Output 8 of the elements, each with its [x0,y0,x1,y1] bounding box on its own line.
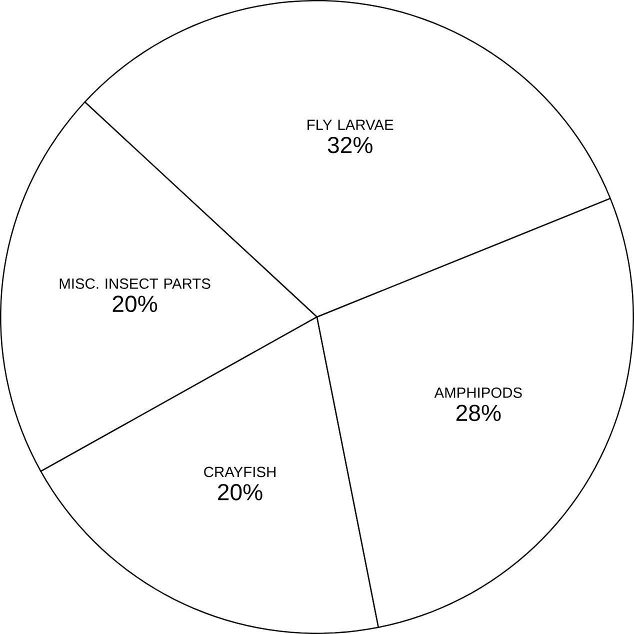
slice-label: MISC. INSECT PARTS [60,278,210,289]
data-label: 20% [112,296,158,312]
slice-label: AMPHIPODS [434,387,522,398]
data-label: 32% [328,136,372,154]
slice-label: CRAYFISH [204,466,276,478]
data-label: 20% [218,484,262,500]
data-label: 28% [456,404,501,422]
slice-label: FLY LARVAE [308,120,394,130]
